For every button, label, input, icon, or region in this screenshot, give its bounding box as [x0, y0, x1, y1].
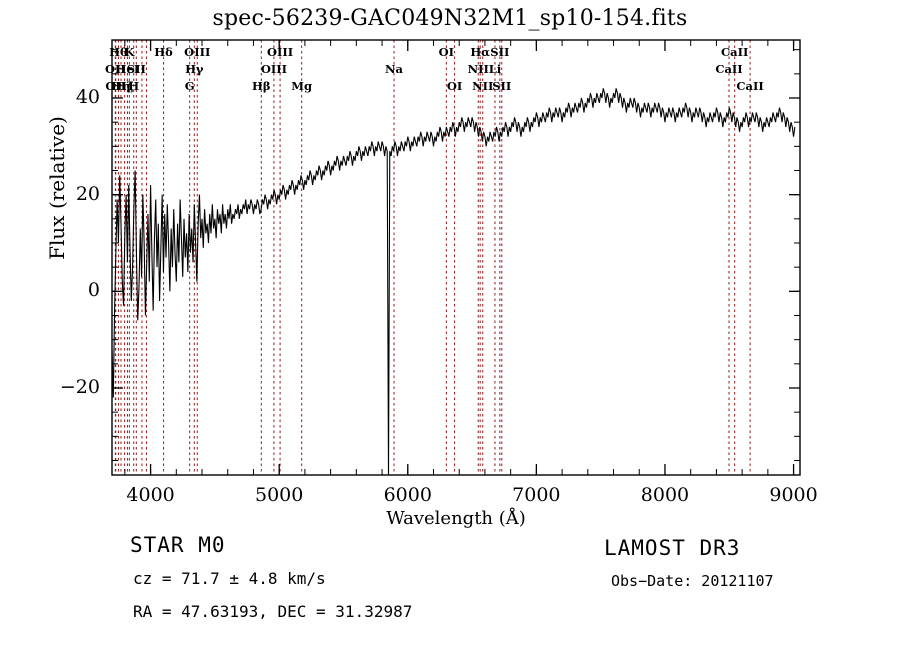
spectral-line-label: SII — [126, 62, 146, 76]
spectral-line-label: NII — [472, 79, 494, 93]
spectral-line-label: Hα — [470, 45, 491, 59]
x-tick-label: 5000 — [254, 484, 304, 506]
x-tick-label: 9000 — [769, 484, 818, 506]
spectral-line-label: NII — [467, 62, 489, 76]
spectral-line-label: Hδ — [154, 45, 173, 59]
spectral-line-label: OII — [104, 62, 126, 76]
x-tick-label: 6000 — [383, 484, 432, 506]
spectral-line-label: Na — [385, 62, 403, 76]
spectral-line-label: G — [184, 79, 195, 93]
observation-date: Obs−Date: 20121107 — [611, 572, 774, 590]
spectral-line-label: Mg — [291, 79, 313, 93]
redshift-velocity: cz = 71.7 ± 4.8 km/s — [133, 569, 326, 588]
coordinates: RA = 47.63193, DEC = 31.32987 — [133, 602, 413, 621]
spectral-line-label: Hβ — [252, 79, 271, 93]
y-tick-label: −20 — [59, 376, 100, 398]
x-tick-label: 8000 — [640, 484, 690, 506]
x-tick-label: 7000 — [512, 484, 561, 506]
spectral-line-label: K — [124, 45, 135, 59]
spectral-line-label: Hγ — [185, 62, 204, 76]
spectral-line-label: CaII — [736, 79, 764, 93]
x-axis-label: Wavelength (Å) — [386, 508, 526, 529]
y-tick-label: 0 — [87, 279, 100, 302]
spectral-line-label: H — [128, 79, 140, 93]
spectral-line-label: OII — [105, 79, 127, 93]
spectral-line-label: CaII — [720, 45, 749, 59]
spectral-line-label: OIII — [260, 62, 287, 76]
spectral-line-label: Hθ — [109, 45, 128, 59]
spectral-line-label: OI — [446, 79, 463, 93]
survey-name: LAMOST DR3 — [604, 536, 741, 560]
page-title: spec-56239-GAC049N32M1_sp10-154.fits — [212, 6, 688, 31]
spectral-line-label: OIII — [184, 45, 211, 59]
object-class: STAR M0 — [130, 533, 226, 557]
spectral-line-label: OIII — [266, 45, 294, 59]
spectral-line-label: HeI — [115, 62, 140, 76]
spectral-line-label: SII — [492, 79, 512, 93]
spectral-line-label: Hη — [111, 79, 131, 93]
spectral-line-label: Hζ — [115, 79, 134, 93]
spectral-line-label: SII — [490, 45, 510, 59]
y-tick-label: 40 — [75, 86, 100, 108]
spectral-line-label: CaII — [715, 62, 743, 76]
spectral-line-label: Li — [488, 62, 502, 76]
spectral-line-label: OI — [438, 45, 455, 59]
y-tick-label: 20 — [75, 182, 100, 205]
x-tick-label: 4000 — [126, 484, 175, 506]
